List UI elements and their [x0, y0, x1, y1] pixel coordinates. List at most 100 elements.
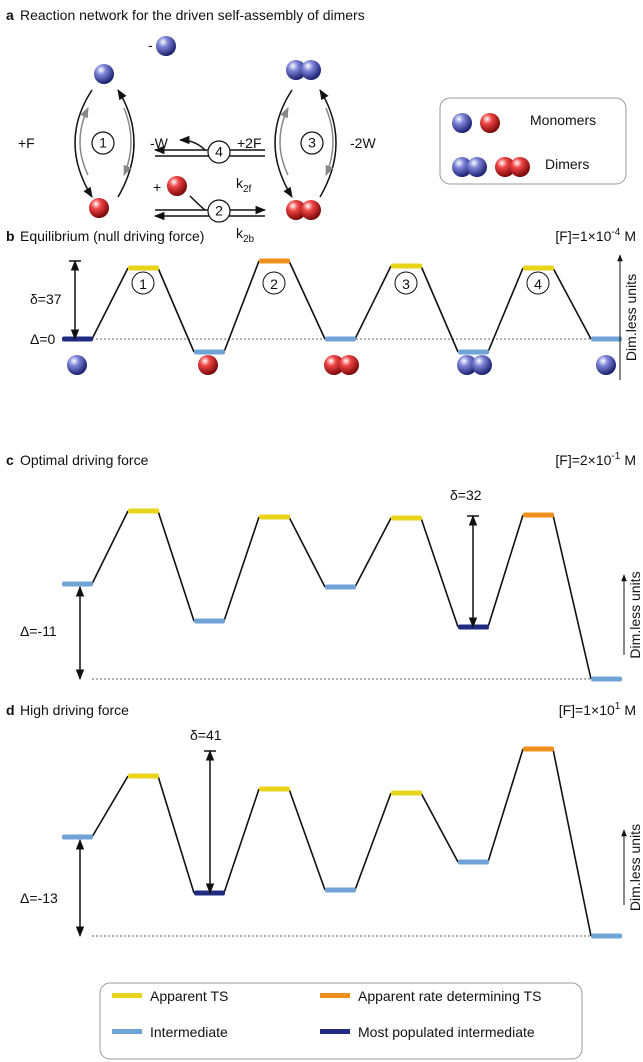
energy-level: [62, 835, 93, 840]
conc-exp: -4: [611, 227, 620, 238]
sphere: [596, 355, 616, 375]
energy-level: [259, 259, 290, 264]
energy-level: [458, 860, 489, 865]
legend-text: Apparent rate determining TS: [358, 988, 541, 1004]
energy-level: [591, 337, 622, 342]
energy-level: [259, 515, 290, 520]
panel-title: Optimal driving force: [20, 452, 149, 468]
sphere: [94, 64, 114, 84]
energy-level: [325, 337, 356, 342]
sphere: [339, 355, 359, 375]
step-number: 4: [215, 144, 223, 160]
energy-level: [391, 516, 422, 521]
k-sub: 2f: [243, 184, 252, 195]
conc-base: [F]=1×10: [555, 228, 611, 244]
profile-segment: [224, 789, 259, 893]
step-number: 2: [270, 276, 278, 292]
sphere: [67, 355, 87, 375]
step-number: 3: [308, 135, 316, 151]
energy-level: [194, 350, 225, 355]
profile-segment: [289, 517, 325, 587]
Delta-label: Δ=0: [30, 331, 56, 347]
panel-title: Reaction network for the driven self-ass…: [20, 7, 365, 23]
energy-level: [128, 509, 159, 514]
sphere: [452, 113, 472, 133]
sphere: [480, 113, 500, 133]
profile-segment: [224, 261, 259, 352]
panel-label: d: [6, 702, 15, 718]
axis-label: Dim.less units: [627, 824, 643, 911]
energy-level: [458, 350, 489, 355]
conc-base: [F]=1×10: [559, 702, 615, 718]
legend-text: Monomers: [530, 112, 596, 128]
figure: a Reaction network for the driven self-a…: [0, 0, 643, 1062]
step-number: 1: [139, 276, 147, 292]
legend-text: Most populated intermediate: [358, 1024, 535, 1040]
profile-segment: [158, 776, 194, 893]
delta-label: δ=32: [450, 487, 482, 503]
profile-segment: [224, 517, 259, 621]
legend-swatch: [112, 993, 142, 998]
energy-level: [128, 266, 159, 271]
energy-level: [523, 513, 554, 518]
energy-level: [62, 582, 93, 587]
energy-level: [325, 585, 356, 590]
conc-exp: 1: [615, 701, 621, 712]
legend: Apparent TS Apparent rate determining TS…: [112, 988, 541, 1040]
sphere: [301, 60, 321, 80]
sphere: [472, 355, 492, 375]
profile-segment: [355, 518, 391, 587]
sphere: [510, 157, 530, 177]
legend-text: Apparent TS: [150, 988, 228, 1004]
panel-label: c: [6, 452, 14, 468]
network-arrows: [75, 90, 336, 216]
legend-text: Dimers: [545, 156, 589, 172]
conc-base: [F]=2×10: [555, 452, 611, 468]
delta-label: δ=37: [30, 291, 62, 307]
profile-segment: [289, 789, 325, 890]
energy-level: [194, 619, 225, 624]
panel-title: Equilibrium (null driving force): [20, 228, 204, 244]
profile-segment: [421, 266, 458, 352]
sign: -: [148, 37, 153, 53]
sign: +: [153, 179, 161, 195]
profile-segment: [355, 266, 391, 339]
profile-segment: [421, 793, 458, 862]
legend-swatch: [320, 1029, 350, 1034]
energy-level: [591, 934, 622, 939]
step-number: 3: [402, 276, 410, 292]
rate-constant: k2b: [236, 225, 255, 245]
profile-segment: [553, 268, 591, 339]
rate-label: -W: [150, 135, 169, 151]
energy-level: [325, 888, 356, 893]
energy-level: [128, 774, 159, 779]
axis-label: Dim.less units: [627, 571, 643, 658]
legend-swatch: [112, 1029, 142, 1034]
panel-label: a: [6, 7, 14, 23]
concentration: [F]=1×10-4 M: [555, 227, 636, 244]
legend-text: Intermediate: [150, 1024, 228, 1040]
energy-level: [391, 264, 422, 269]
profile-segment: [92, 511, 128, 584]
conc-unit: M: [624, 228, 636, 244]
axis-label: Dim.less units: [623, 274, 639, 361]
energy-level: [523, 747, 554, 752]
k-sub: 2b: [243, 234, 255, 245]
rate-constant: k2f: [236, 175, 252, 195]
panel-title: High driving force: [20, 702, 129, 718]
panel-label: b: [6, 228, 15, 244]
sphere: [156, 36, 176, 56]
delta-label: δ=41: [190, 727, 222, 743]
step-number: 2: [215, 203, 223, 219]
profile-segment: [355, 793, 391, 890]
rate-label: -2W: [350, 135, 376, 151]
profile-segment: [488, 749, 523, 862]
energy-level: [62, 337, 93, 342]
rate-label: +F: [18, 135, 35, 151]
profile-segment: [289, 261, 325, 339]
profile-segment: [488, 515, 523, 627]
energy-level: [591, 677, 622, 682]
step-number: 1: [99, 135, 107, 151]
